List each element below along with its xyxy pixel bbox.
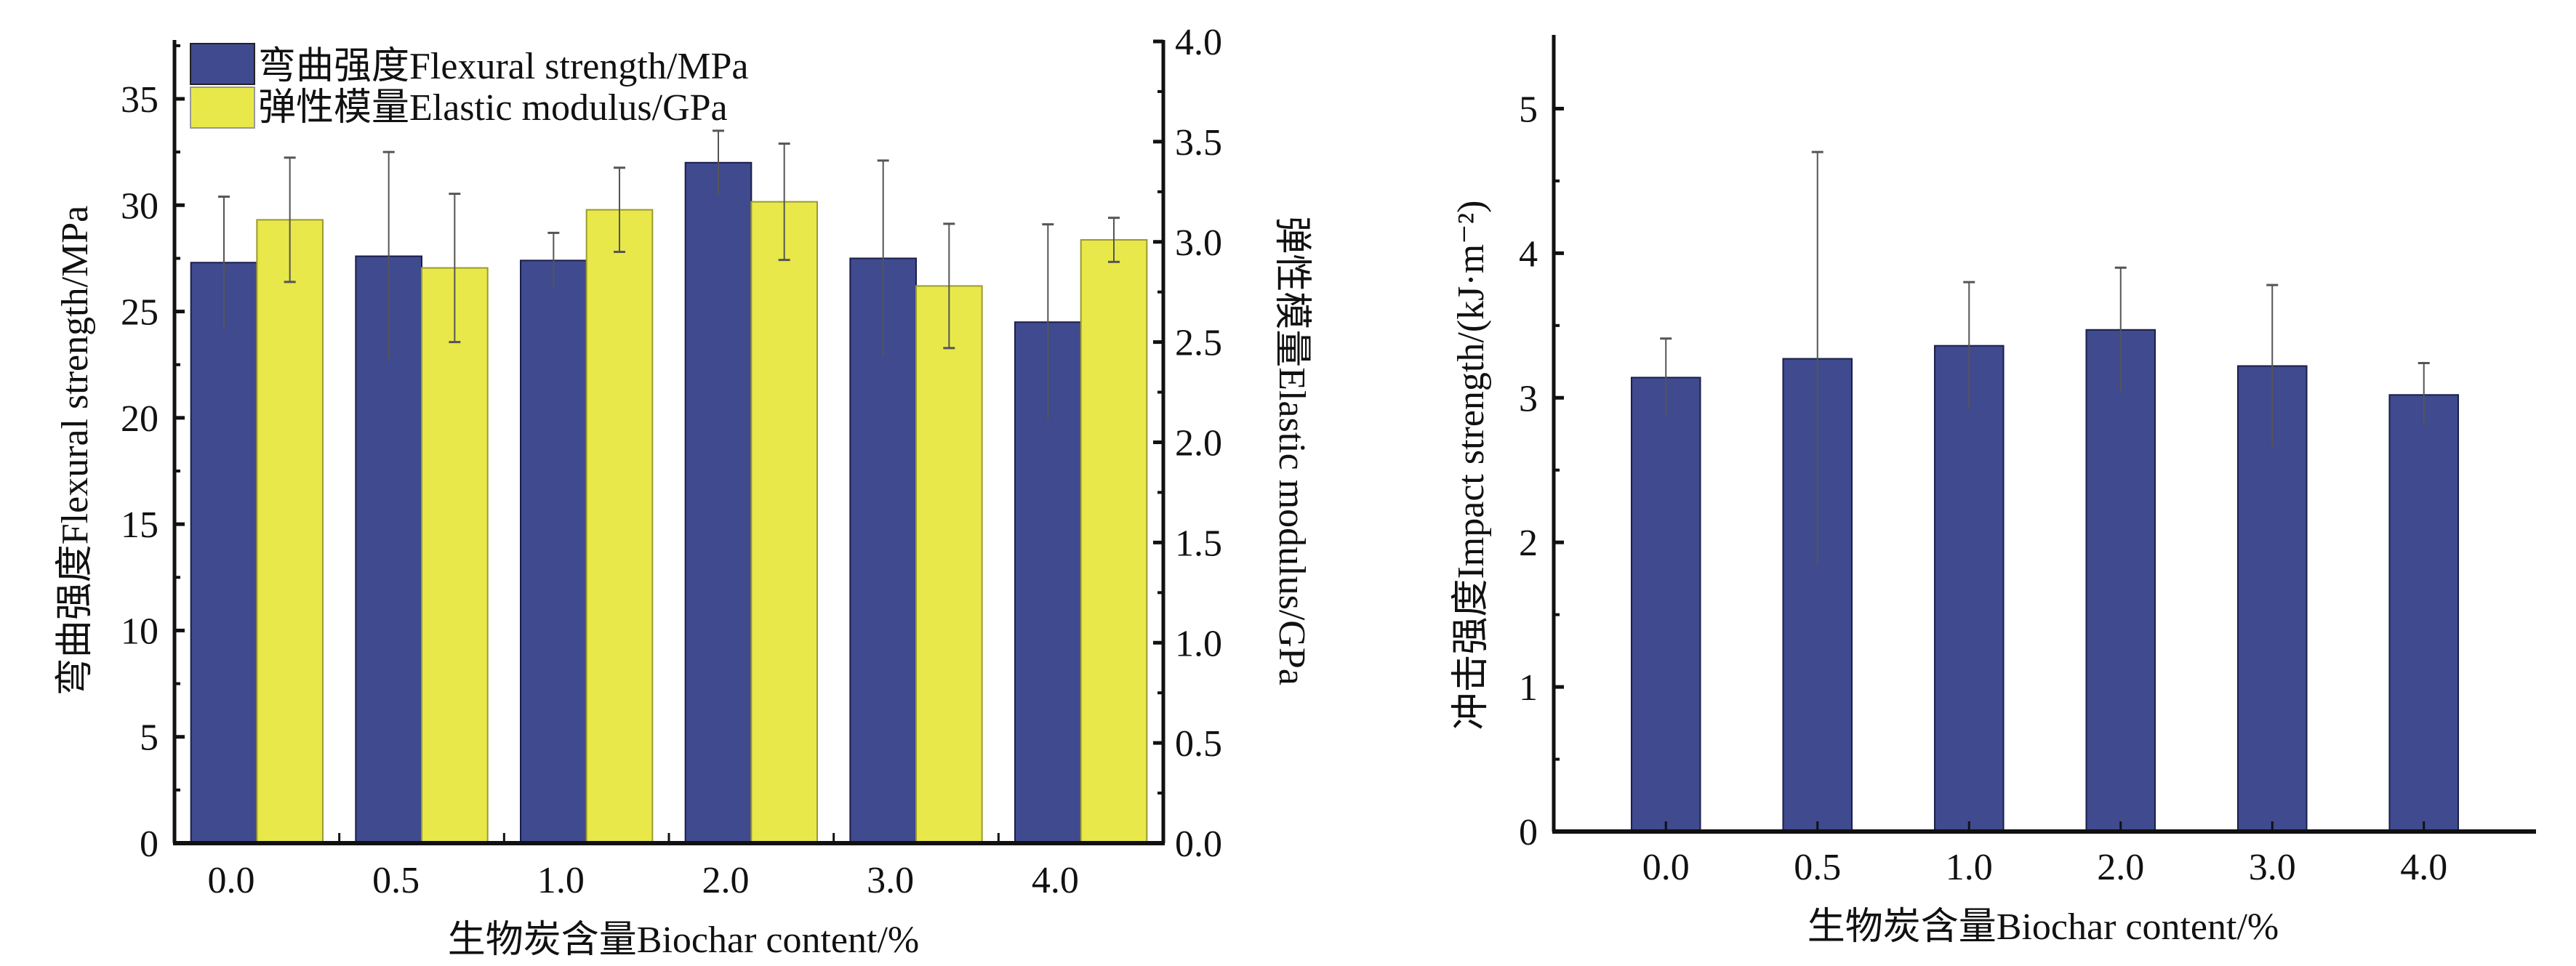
x-tick-label: 0.5 xyxy=(372,860,420,901)
y-tick-label: 30 xyxy=(121,185,159,227)
elastic-bar xyxy=(915,285,983,845)
y-tick-label: 5 xyxy=(140,717,159,759)
impact-xticks-group: 0.0 0.5 1.0 2.0 3.0 4.0 xyxy=(1642,821,2447,888)
y-tick-label: 0 xyxy=(1519,812,1538,853)
flexural-bar xyxy=(684,161,753,844)
impact-chart: 0 1 2 3 4 5 0.0 0.5 1.0 2.0 3.0 4.0 生物炭含量Biochar c… xyxy=(1450,35,2536,948)
y-tick-label: 25 xyxy=(121,292,159,334)
impact-x-axis-title: 生物炭含量Biochar content/% xyxy=(1807,906,2279,948)
x-tick-label: 3.0 xyxy=(867,860,914,901)
elastic-bar xyxy=(421,267,489,845)
legend-label-elastic: 弹性模量Elastic modulus/GPa xyxy=(258,87,728,129)
elastic-bar xyxy=(256,219,324,845)
x-tick-label: 0.0 xyxy=(1642,847,1690,888)
y2-tick-label: 3.5 xyxy=(1175,122,1222,164)
y-tick-label: 5 xyxy=(1519,89,1538,130)
left-x-axis-title: 生物炭含量Biochar content/% xyxy=(448,919,919,961)
y2-tick-label: 4.0 xyxy=(1175,22,1222,63)
right-bars-group xyxy=(1630,329,2460,832)
x-tick-label: 1.0 xyxy=(1946,847,1993,888)
flexural-bar xyxy=(190,262,258,844)
left-y2ticks-group: 0.0 0.5 1.0 1.5 2.0 2.5 3.0 3.5 4.0 xyxy=(1153,22,1222,865)
elastic-bar xyxy=(1080,238,1148,844)
x-tick-label: 1.0 xyxy=(537,860,585,901)
elastic-bar xyxy=(750,201,819,845)
legend-label-flexural: 弯曲强度Flexural strength/MPa xyxy=(258,45,749,87)
x-tick-label: 4.0 xyxy=(1032,860,1079,901)
y2-tick-label: 1.0 xyxy=(1175,623,1222,664)
left-yticks-group: 0 5 10 15 20 25 30 35 xyxy=(121,44,185,865)
impact-y-axis-title: 冲击强度Impact strength/(kJ·m⁻²) xyxy=(1450,200,1492,730)
left-bars-group xyxy=(190,161,1148,845)
right-y-axis-title: 弹性模量Elastic modulus/GPa xyxy=(1271,216,1312,685)
flexural-bar xyxy=(520,259,587,844)
impact-yticks-group: 0 1 2 3 4 5 xyxy=(1519,89,1564,853)
elastic-bar xyxy=(585,209,654,844)
left-y-axis-title: 弯曲强度Flexural strength/MPa xyxy=(54,206,96,696)
legend: 弯曲强度Flexural strength/MPa 弹性模量Elastic mo… xyxy=(190,43,749,129)
y-tick-label: 2 xyxy=(1519,523,1538,564)
y-tick-label: 4 xyxy=(1519,233,1538,275)
impact-bar xyxy=(1630,377,1701,832)
y-tick-label: 15 xyxy=(121,504,159,546)
y2-tick-label: 2.5 xyxy=(1175,323,1222,364)
x-tick-label: 4.0 xyxy=(2400,847,2447,888)
left-errorbars-group xyxy=(218,129,1120,420)
y-tick-label: 10 xyxy=(121,611,159,652)
x-tick-label: 0.5 xyxy=(1794,847,1841,888)
x-tick-label: 3.0 xyxy=(2249,847,2296,888)
x-tick-label: 2.0 xyxy=(2097,847,2144,888)
impact-bar xyxy=(2388,394,2460,832)
y2-tick-label: 0.5 xyxy=(1175,723,1222,765)
impact-bar xyxy=(2085,329,2156,832)
y-tick-label: 3 xyxy=(1519,378,1538,419)
right-errorbars-group xyxy=(1660,150,2430,566)
y-tick-label: 0 xyxy=(140,824,159,865)
impact-bar xyxy=(1933,345,2005,832)
legend-swatch-flexural xyxy=(190,43,255,85)
y-tick-label: 20 xyxy=(121,398,159,440)
y2-tick-label: 0.0 xyxy=(1175,824,1222,865)
left-xticks-group: 0.0 0.5 1.0 2.0 3.0 4.0 xyxy=(208,833,1079,901)
y2-tick-label: 2.0 xyxy=(1175,423,1222,464)
y2-tick-label: 3.0 xyxy=(1175,222,1222,264)
y-tick-label: 35 xyxy=(121,79,159,121)
y-tick-label: 1 xyxy=(1519,667,1538,709)
y2-tick-label: 1.5 xyxy=(1175,523,1222,564)
flexural-elastic-chart: 0 5 10 15 20 25 30 35 0.0 0.5 1.0 1.5 2.0 2.5 3.0 3.5 4… xyxy=(54,22,1312,961)
x-tick-label: 0.0 xyxy=(208,860,255,901)
x-tick-label: 2.0 xyxy=(702,860,750,901)
legend-swatch-elastic xyxy=(190,86,255,129)
